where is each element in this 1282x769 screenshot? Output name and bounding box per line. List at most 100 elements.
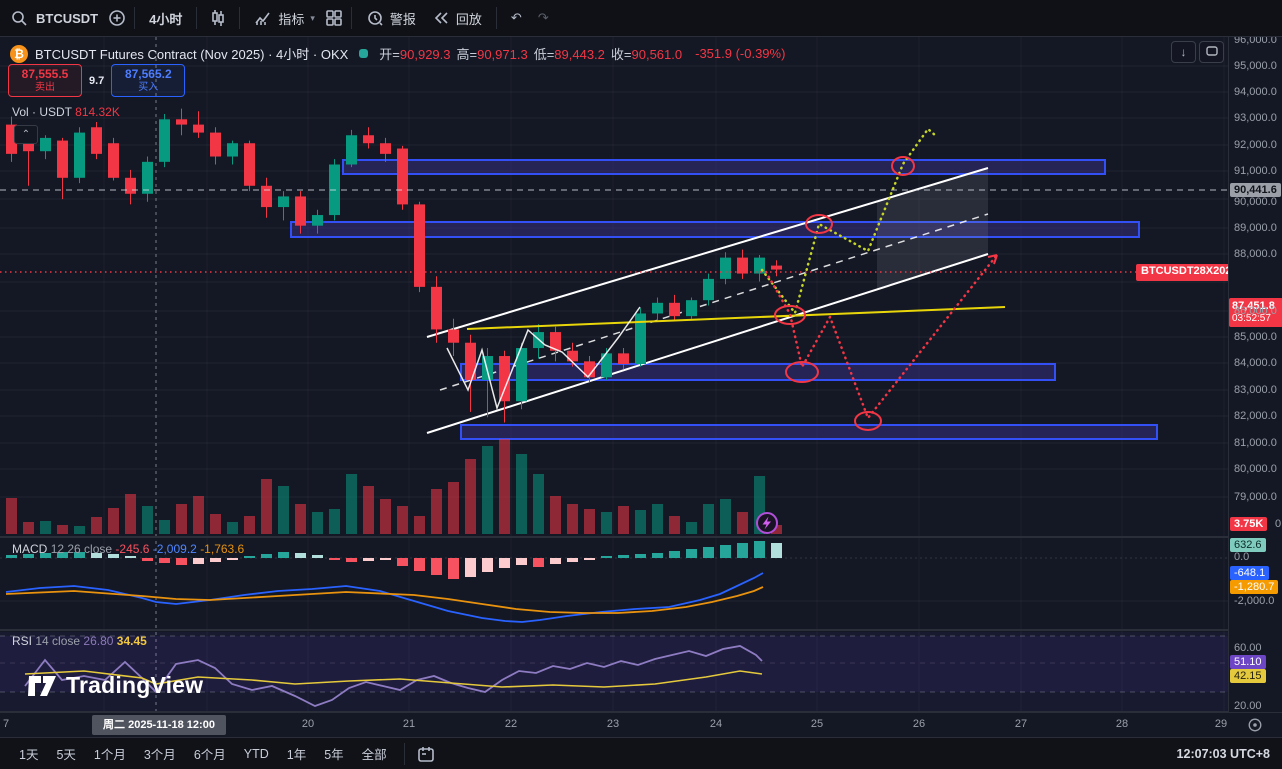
toolbar-divider (403, 742, 405, 765)
macd-histogram-bar (57, 552, 68, 558)
volume-bar (499, 439, 510, 534)
go-to-date-button[interactable] (415, 743, 437, 765)
ohlc-item: 低=89,443.2 (533, 47, 605, 62)
compare-add-button[interactable] (106, 7, 128, 29)
top-toolbar: BTCUSDT 4小时 指标 ▾ (0, 0, 1282, 37)
chart-pane[interactable]: ₿ BTCUSDT Futures Contract (Nov 2025) · … (0, 0, 1243, 712)
candle-body (244, 143, 255, 186)
time-axis-label: 24 (709, 718, 723, 730)
buy-button[interactable]: 87,565.2 买入 (111, 64, 186, 97)
volume-bar (703, 504, 714, 534)
replay-label: 回放 (455, 11, 482, 27)
volume-bar (108, 508, 119, 534)
down-arrow-button[interactable]: ↓ (1171, 41, 1196, 63)
price-axis-label: -2,000.0 (1234, 595, 1275, 607)
range-button-1个月[interactable]: 1个月 (87, 740, 133, 767)
volume-bar (618, 506, 629, 534)
macd-histogram-bar (686, 549, 697, 558)
alert-label: 警报 (389, 11, 416, 27)
white-zigzag (446, 306, 641, 411)
macd-histogram-bar (329, 558, 340, 560)
time-axis[interactable]: 周二 2025-11-18 12:00 7 20 21 22 23 24 25 26 27 28 2… (0, 712, 1282, 737)
candle-body (74, 132, 85, 178)
ohlc-item: 收=90,561.0 (610, 47, 683, 62)
tradingview-logo-icon (28, 675, 56, 696)
range-button-5天[interactable]: 5天 (49, 740, 82, 767)
price-axis-label: 0 (1275, 518, 1282, 530)
red-projection-arrowhead (987, 254, 998, 265)
sell-button[interactable]: 87,555.5 卖出 (8, 64, 82, 97)
volume-bar (533, 474, 544, 534)
candle-body (176, 119, 187, 125)
macd-histogram-bar (771, 543, 782, 558)
chart-style-button[interactable] (203, 7, 233, 29)
candle-body (397, 148, 408, 205)
range-button-3个月[interactable]: 3个月 (137, 740, 183, 767)
replay-button[interactable]: 回放 (424, 5, 490, 32)
range-button-1年[interactable]: 1年 (280, 740, 313, 767)
price-axis-label: 86,000.0 (1234, 305, 1277, 317)
symbol-button[interactable]: BTCUSDT (28, 7, 106, 30)
price-axis-label: 85,000.0 (1234, 331, 1277, 343)
indicators-button[interactable]: 指标 ▾ (246, 5, 323, 32)
redo-button[interactable]: ↷ (530, 6, 557, 30)
channel-upper-line (426, 167, 989, 338)
volume-bar (6, 498, 17, 534)
rsi-ma-value: 34.45 (116, 634, 147, 648)
macd-histogram-bar (40, 553, 51, 558)
gear-icon[interactable] (1246, 717, 1264, 735)
alert-button[interactable]: 警报 (358, 5, 424, 32)
macd-histogram-bar (601, 556, 612, 558)
btc-logo-icon: ₿ (10, 44, 28, 63)
range-button-6个月[interactable]: 6个月 (187, 740, 233, 767)
clock-display[interactable]: 12:07:03 UTC+8 (1176, 746, 1270, 761)
volume-bar (329, 509, 340, 534)
yellow-projection-path (760, 127, 938, 316)
price-axis-label: 94,000.0 (1234, 86, 1277, 98)
volume-bar (57, 525, 68, 534)
red-projection-path (764, 253, 999, 421)
volume-bar (720, 499, 731, 534)
rsi-legend[interactable]: RSI 14 close 26.80 34.45 (12, 634, 147, 648)
time-axis-label: 7 (2, 718, 10, 730)
collapse-legend-button[interactable]: ⌃ (14, 125, 38, 144)
plus-circle-icon (108, 9, 126, 27)
maximize-button[interactable] (1199, 41, 1224, 63)
chart-title[interactable]: BTCUSDT Futures Contract (Nov 2025) · 4小… (35, 47, 349, 62)
macd-histogram-bar (91, 553, 102, 558)
spread-value: 9.7 (89, 74, 105, 87)
contract-price-chip: 87,451.8 03:52:57 (1229, 298, 1282, 328)
chart-canvas[interactable] (0, 0, 1228, 712)
candle-body (91, 127, 102, 154)
buy-price: 87,565.2 (124, 66, 172, 81)
macd-histogram-bar (278, 552, 289, 558)
price-axis-label: 91,000.0 (1234, 165, 1277, 177)
channel-shade (877, 168, 988, 290)
macd-legend[interactable]: MACD 12 26 close -245.6 -2,009.2 -1,763.… (12, 542, 244, 556)
lightning-icon[interactable] (753, 509, 781, 537)
candle-body (414, 204, 425, 287)
range-button-1天[interactable]: 1天 (12, 740, 45, 767)
macd-histogram-bar (23, 554, 34, 558)
macd-histogram-bar (567, 558, 578, 562)
macd-histogram-bar (482, 558, 493, 572)
interval-button[interactable]: 4小时 (141, 5, 190, 32)
candle-body (431, 286, 442, 330)
price-axis-label: 60.00 (1234, 642, 1262, 654)
undo-button[interactable]: ↶ (503, 6, 530, 30)
red-circle-annotation (805, 214, 833, 234)
rsi-ma-line (24, 670, 763, 688)
macd-histogram-bar (397, 558, 408, 566)
candle-body (754, 257, 765, 274)
range-button-全部[interactable]: 全部 (355, 740, 394, 767)
macd-histogram-bar (6, 555, 17, 558)
price-axis[interactable]: 87,451.8 03:52:57 96,000.0 95,000.0 94,000… (1228, 34, 1282, 737)
range-button-YTD[interactable]: YTD (237, 740, 276, 767)
macd-hist-value: -245.6 (115, 542, 150, 556)
price-axis-label: 95,000.0 (1234, 60, 1277, 72)
candle-body (737, 257, 748, 274)
sell-price: 87,555.5 (21, 66, 69, 81)
layout-grid-button[interactable] (323, 7, 345, 29)
range-button-5年[interactable]: 5年 (317, 740, 350, 767)
volume-bar (754, 476, 765, 534)
